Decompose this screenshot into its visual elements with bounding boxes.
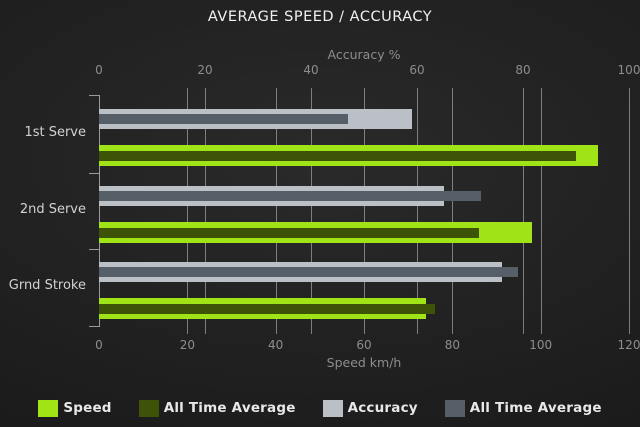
bar-speed-average <box>99 151 576 161</box>
legend-label: Accuracy <box>347 400 418 416</box>
bottom-axis-title: Speed km/h <box>326 355 402 370</box>
chart-title: AVERAGE SPEED / ACCURACY <box>207 9 433 25</box>
bar-accuracy-average <box>99 267 518 278</box>
bottom-tick-label: 80 <box>444 338 460 352</box>
legend: Speed All Time Average Accuracy All Time… <box>0 397 640 419</box>
bar-speed-average <box>99 227 479 238</box>
legend-label: All Time Average <box>163 400 296 416</box>
legend-label: All Time Average <box>469 400 602 416</box>
accuracy-swatch <box>322 399 343 417</box>
category-divider-tick <box>89 249 99 251</box>
top-axis-title: Accuracy % <box>327 47 401 62</box>
legend-item-speed-average: All Time Average <box>138 399 296 417</box>
gridline <box>275 88 277 334</box>
gridline <box>417 88 418 334</box>
axis-cap <box>89 326 99 327</box>
top-tick-label: 40 <box>303 63 319 77</box>
gridline <box>629 88 630 334</box>
axis-cap <box>89 95 99 96</box>
category-label: 2nd Serve <box>19 201 86 217</box>
bar-accuracy-average <box>99 190 481 201</box>
top-tick-label: 80 <box>515 63 531 77</box>
top-tick-label: 100 <box>617 63 640 77</box>
category-divider-tick <box>89 172 99 174</box>
accuracy-average-swatch <box>444 399 465 417</box>
gridline <box>523 88 524 334</box>
bottom-tick-label: 100 <box>529 338 553 352</box>
legend-item-accuracy-average: All Time Average <box>444 399 602 417</box>
gridline <box>187 88 189 334</box>
category-label: 1st Serve <box>24 125 86 140</box>
legend-item-speed: Speed <box>38 399 112 417</box>
legend-item-accuracy: Accuracy <box>322 399 418 417</box>
bar-speed-average <box>99 304 435 315</box>
bottom-tick-label: 0 <box>95 338 103 352</box>
category-label: Grnd Stroke <box>8 278 86 294</box>
gridline <box>540 88 542 334</box>
bar-accuracy-average <box>99 114 348 124</box>
top-tick-label: 0 <box>95 63 103 77</box>
speed-average-swatch <box>138 399 159 417</box>
gridline <box>311 88 312 334</box>
legend-label: Speed <box>63 400 112 416</box>
gridline <box>205 88 206 334</box>
gridline <box>452 88 454 334</box>
speed-swatch <box>38 399 59 417</box>
top-tick-label: 60 <box>409 63 425 77</box>
top-tick-label: 20 <box>197 63 213 77</box>
bottom-tick-label: 120 <box>617 338 640 352</box>
bottom-tick-label: 40 <box>268 338 284 352</box>
bottom-tick-label: 20 <box>179 338 195 352</box>
bottom-tick-label: 60 <box>356 338 372 352</box>
gridline <box>364 88 365 334</box>
y-axis-line <box>99 95 100 327</box>
